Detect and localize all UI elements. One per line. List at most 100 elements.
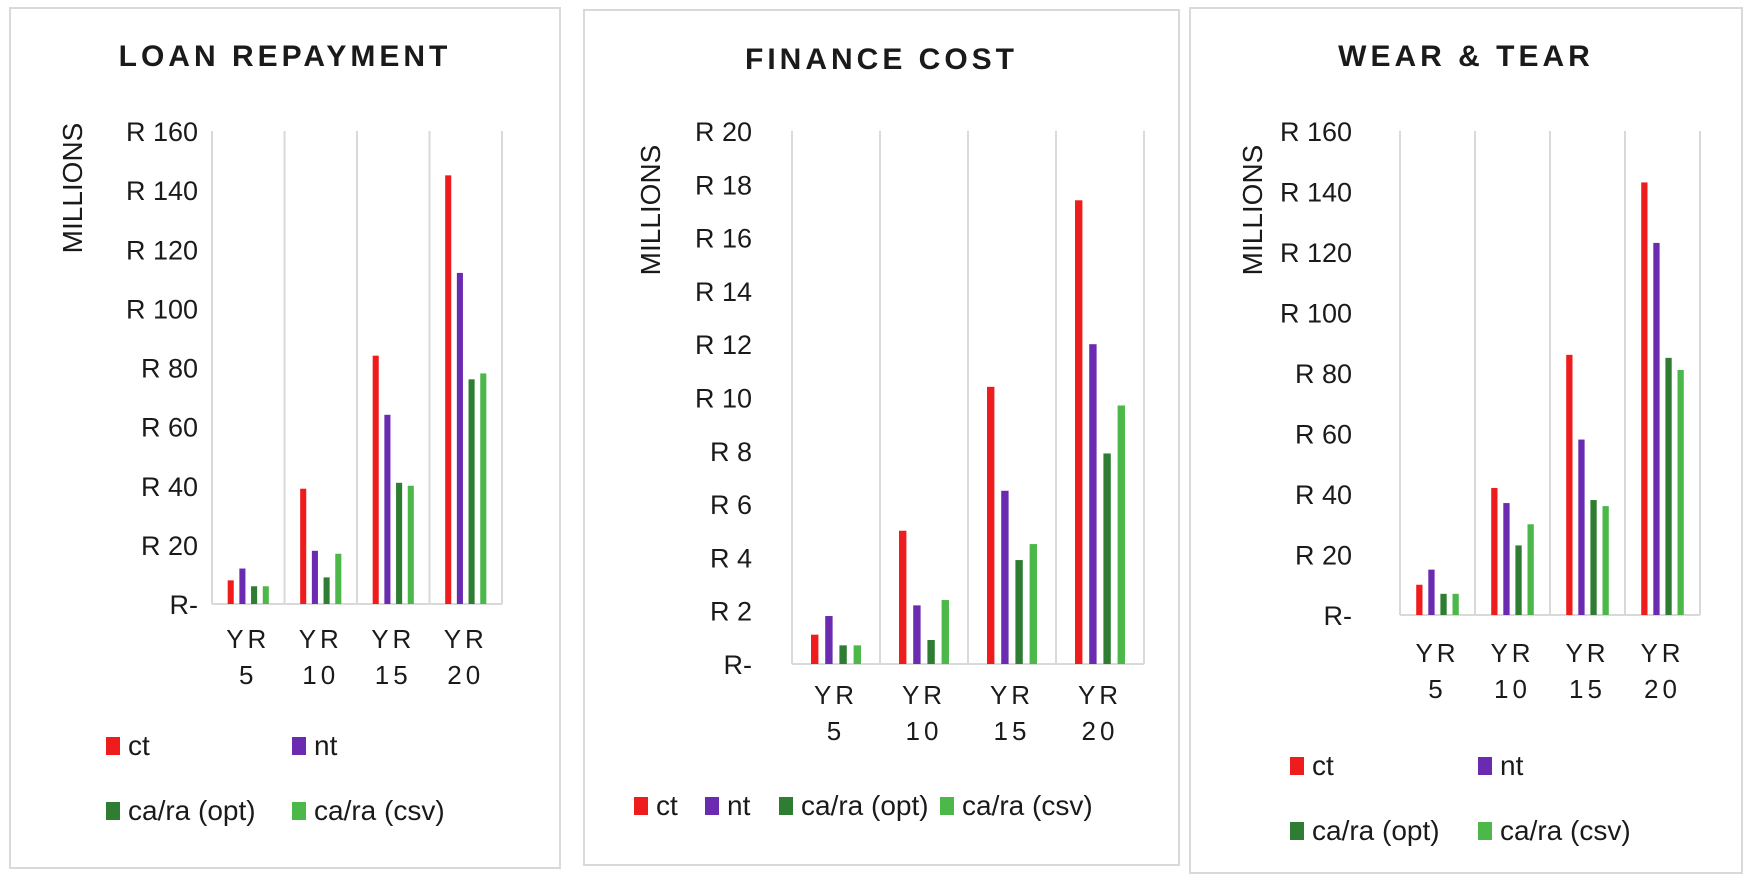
legend-swatch [1290, 822, 1304, 840]
bar-ca-ra-csv--1 [853, 645, 861, 664]
y-tick-label: R- [1324, 601, 1353, 631]
legend-label: ct [656, 790, 678, 821]
legend-label: nt [314, 730, 338, 761]
y-axis-label: MILLIONS [635, 145, 666, 276]
bar-ca-ra-csv--3 [1029, 544, 1037, 664]
bar-nt-2 [311, 550, 318, 604]
bar-ca-ra-csv--4 [1117, 405, 1125, 664]
legend-label: nt [1500, 750, 1524, 781]
bar-ct-1 [227, 580, 234, 604]
x-tick-label: 5 [1428, 674, 1446, 704]
legend-swatch [292, 737, 306, 755]
y-tick-label: R 160 [126, 117, 198, 147]
x-tick-label: 5 [239, 660, 257, 690]
y-tick-label: R 18 [695, 170, 752, 200]
legend-swatch [705, 797, 719, 815]
bar-nt-1 [1428, 569, 1435, 615]
y-tick-label: R 140 [126, 176, 198, 206]
x-tick-label: YR [1078, 680, 1122, 710]
legend-label: ct [128, 730, 150, 761]
bar-ca-ra-opt--2 [323, 577, 330, 604]
bar-ca-ra-csv--1 [1452, 593, 1459, 615]
bar-ct-2 [1491, 487, 1498, 615]
x-tick-label: YR [1640, 638, 1684, 668]
y-tick-label: R 20 [695, 117, 752, 147]
bar-ca-ra-opt--1 [251, 586, 258, 604]
bar-ct-2 [300, 488, 307, 604]
bar-ca-ra-csv--2 [1527, 524, 1534, 615]
bar-ca-ra-csv--2 [941, 600, 949, 664]
bar-nt-2 [1503, 503, 1510, 615]
bar-nt-3 [384, 414, 391, 604]
x-tick-label: YR [1415, 638, 1459, 668]
x-tick-label: YR [902, 680, 946, 710]
bar-nt-4 [1653, 242, 1660, 616]
bar-ca-ra-opt--1 [1440, 593, 1447, 615]
y-tick-label: R 16 [695, 224, 752, 254]
y-tick-label: R 160 [1280, 117, 1352, 147]
bar-ct-4 [1075, 200, 1083, 665]
bar-nt-2 [913, 605, 921, 664]
x-tick-label: 10 [906, 716, 943, 746]
y-tick-label: R 60 [1295, 420, 1352, 450]
legend-label: ca/ra (opt) [128, 795, 256, 826]
legend-swatch [106, 802, 120, 820]
bar-ca-ra-csv--1 [262, 586, 269, 604]
y-tick-label: R 2 [710, 597, 752, 627]
legend-swatch [779, 797, 793, 815]
bar-ca-ra-csv--3 [407, 485, 414, 604]
x-tick-label: 10 [1494, 674, 1531, 704]
bar-ca-ra-opt--2 [1515, 545, 1522, 615]
legend-swatch [106, 737, 120, 755]
legend-label: ca/ra (opt) [1312, 815, 1440, 846]
bar-nt-4 [1089, 344, 1097, 664]
y-tick-label: R 80 [1295, 359, 1352, 389]
bar-ca-ra-csv--3 [1602, 506, 1609, 615]
y-tick-label: R 60 [141, 413, 198, 443]
panel-border [1189, 7, 1743, 874]
chart-panel-1: LOAN REPAYMENT MILLIONS R- R 20 R 40 R 60 R 80… [9, 7, 561, 869]
y-axis-label: MILLIONS [57, 123, 88, 254]
bar-ca-ra-csv--2 [335, 553, 342, 604]
y-axis-label: MILLIONS [1237, 145, 1268, 276]
bar-ca-ra-opt--4 [1665, 357, 1672, 615]
y-tick-label: R 120 [126, 235, 198, 265]
y-tick-label: R 20 [1295, 541, 1352, 571]
chart-panel-3: WEAR & TEAR MILLIONS R- R 20 R 40 R 60 R 80 R 1… [1189, 7, 1743, 874]
legend-label: ca/ra (csv) [314, 795, 445, 826]
bar-ca-ra-opt--3 [1015, 560, 1023, 664]
bar-ct-2 [899, 530, 907, 664]
bar-ca-ra-opt--4 [1103, 453, 1111, 664]
x-tick-label: 20 [1644, 674, 1681, 704]
bar-ca-ra-opt--2 [927, 640, 935, 664]
y-tick-label: R 80 [141, 354, 198, 384]
legend-label: ca/ra (csv) [1500, 815, 1631, 846]
y-tick-label: R 120 [1280, 238, 1352, 268]
y-tick-label: R 4 [710, 543, 752, 573]
legend-swatch [1478, 822, 1492, 840]
y-tick-label: R 40 [141, 472, 198, 502]
bar-ca-ra-csv--4 [480, 373, 487, 604]
chart-title: LOAN REPAYMENT [119, 40, 452, 73]
x-tick-label: 15 [1569, 674, 1606, 704]
y-tick-label: R 8 [710, 437, 752, 467]
bar-nt-3 [1001, 490, 1009, 664]
legend-swatch [634, 797, 648, 815]
y-tick-label: R 6 [710, 490, 752, 520]
y-tick-label: R 40 [1295, 480, 1352, 510]
bar-ca-ra-csv--4 [1677, 369, 1684, 615]
bar-nt-1 [825, 616, 833, 664]
legend-swatch [1290, 757, 1304, 775]
legend-swatch [1478, 757, 1492, 775]
x-tick-label: YR [1490, 638, 1534, 668]
chart-panel-2: FINANCE COST MILLIONS R- R 2 R 4 R 6 R 8 R 10 R … [583, 9, 1180, 866]
x-tick-label: 20 [1082, 716, 1119, 746]
x-tick-label: 15 [994, 716, 1031, 746]
y-tick-label: R 100 [126, 294, 198, 324]
chart-title: FINANCE COST [745, 43, 1018, 76]
legend-label: ca/ra (opt) [801, 790, 929, 821]
bar-ca-ra-opt--3 [1590, 500, 1597, 615]
y-tick-label: R 10 [695, 384, 752, 414]
legend-label: nt [727, 790, 751, 821]
